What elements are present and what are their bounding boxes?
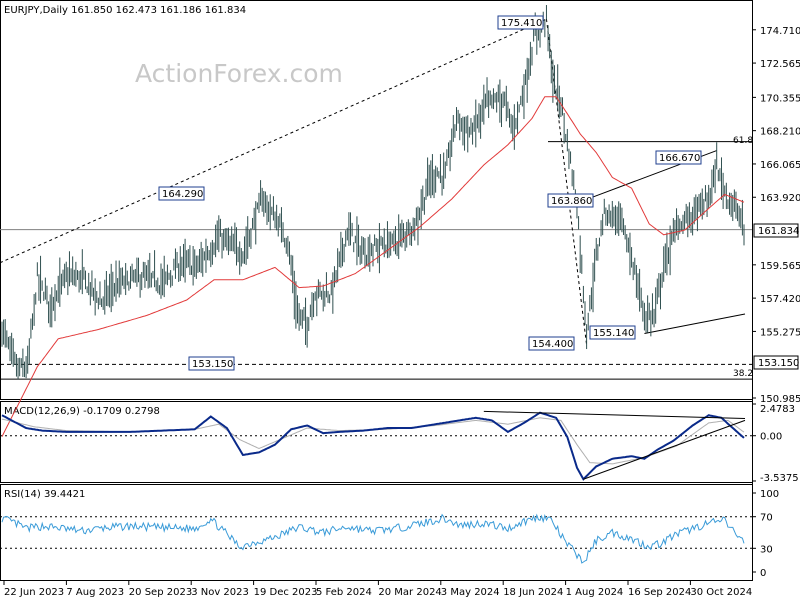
annotation-166670: 166.670 bbox=[655, 150, 702, 165]
level-153150-box bbox=[753, 355, 799, 370]
annotation-163860: 163.860 bbox=[547, 193, 594, 208]
annotation-175410-label: 175.410 bbox=[501, 18, 542, 29]
x-tick-label: 3 May 2024 bbox=[441, 587, 500, 598]
annotation-153150-label: 153.150 bbox=[192, 359, 233, 370]
price-y-tick-label: 172.565 bbox=[760, 59, 800, 70]
macd-header: MACD(12,26,9) -0.1709 0.2798 bbox=[4, 406, 160, 417]
rsi-header: RSI(14) 39.4421 bbox=[4, 489, 85, 500]
price-y-tick-label: 174.710 bbox=[760, 26, 800, 37]
price-y-tick-label: 168.210 bbox=[760, 127, 800, 138]
rsi-panel-frame bbox=[0, 484, 753, 581]
price-panel-frame bbox=[0, 0, 753, 400]
moving-average-line bbox=[1, 96, 745, 437]
axis-layer: 174.710 172.565 170.355 168.210 166.065 163.9… bbox=[3, 26, 800, 598]
fib-618-label: 61.8 bbox=[733, 136, 753, 146]
price-y-tick-label: 163.920 bbox=[760, 193, 800, 204]
price-bars bbox=[1, 5, 745, 380]
price-y-tick-label: 150.985 bbox=[760, 394, 800, 405]
price-header: EURJPY,Daily 161.850 162.473 161.186 161… bbox=[4, 5, 246, 16]
macd-y-tick-label: 0.00 bbox=[760, 432, 782, 443]
rsi-line bbox=[1, 513, 745, 564]
annotation-164290-label: 164.290 bbox=[162, 189, 203, 200]
annotation-164290: 164.290 bbox=[158, 186, 205, 201]
rsi-layer bbox=[0, 513, 752, 564]
macd-line bbox=[1, 411, 745, 481]
annotation-154400-label: 154.400 bbox=[532, 339, 573, 350]
annotation-153150: 153.150 bbox=[188, 356, 235, 371]
x-tick-label: 7 Aug 2023 bbox=[66, 587, 124, 598]
price-y-tick-label: 159.565 bbox=[760, 261, 800, 272]
long-dashed-trendline bbox=[0, 18, 547, 264]
x-tick-label: 19 Dec 2023 bbox=[254, 587, 318, 598]
x-tick-label: 1 Aug 2024 bbox=[566, 587, 624, 598]
price-layer bbox=[0, 5, 752, 437]
annotation-155140-label: 155.140 bbox=[593, 328, 634, 339]
watermark: ActionForex.com bbox=[135, 59, 343, 88]
fib-382-label: 38.2 bbox=[733, 369, 753, 379]
x-tick-label: 18 Jun 2024 bbox=[503, 587, 563, 598]
price-y-tick-label: 170.355 bbox=[760, 93, 800, 104]
x-tick-label: 20 Sep 2023 bbox=[129, 587, 192, 598]
rsi-y-tick-label: 100 bbox=[760, 489, 779, 500]
annotation-154400: 154.400 bbox=[528, 336, 575, 351]
level-153150-axis-label: 153.150 bbox=[758, 358, 799, 369]
price-y-tick-label: 155.275 bbox=[760, 327, 800, 338]
macd-top-trendline bbox=[483, 410, 746, 419]
price-y-tick-label: 166.065 bbox=[760, 160, 800, 171]
current-price-label: 161.834 bbox=[758, 226, 799, 237]
annotation-166670-label: 166.670 bbox=[659, 153, 700, 164]
x-tick-label: 20 Mar 2024 bbox=[378, 587, 441, 598]
annotation-163860-label: 163.860 bbox=[551, 196, 592, 207]
macd-bottom-trendline bbox=[583, 419, 746, 480]
macd-y-tick-label: -3.5375 bbox=[760, 473, 799, 484]
x-tick-label: 30 Oct 2024 bbox=[690, 587, 752, 598]
rsi-y-tick-label: 70 bbox=[760, 513, 773, 524]
rsi-y-tick-label: 30 bbox=[760, 544, 773, 555]
x-tick-label: 5 Feb 2024 bbox=[316, 587, 372, 598]
x-tick-label: 3 Nov 2023 bbox=[191, 587, 249, 598]
macd-y-tick-label: 2.4783 bbox=[760, 404, 795, 415]
annotation-175410: 175.410 bbox=[497, 15, 544, 30]
rsi-y-tick-label: 0 bbox=[760, 568, 766, 579]
x-tick-label: 22 Jun 2023 bbox=[4, 587, 64, 598]
current-price-box bbox=[753, 223, 799, 238]
lower-channel-line bbox=[644, 313, 746, 335]
price-y-tick-label: 157.420 bbox=[760, 294, 800, 305]
x-tick-label: 16 Sep 2024 bbox=[628, 587, 691, 598]
macd-layer bbox=[0, 410, 752, 481]
annotation-155140: 155.140 bbox=[589, 325, 636, 340]
